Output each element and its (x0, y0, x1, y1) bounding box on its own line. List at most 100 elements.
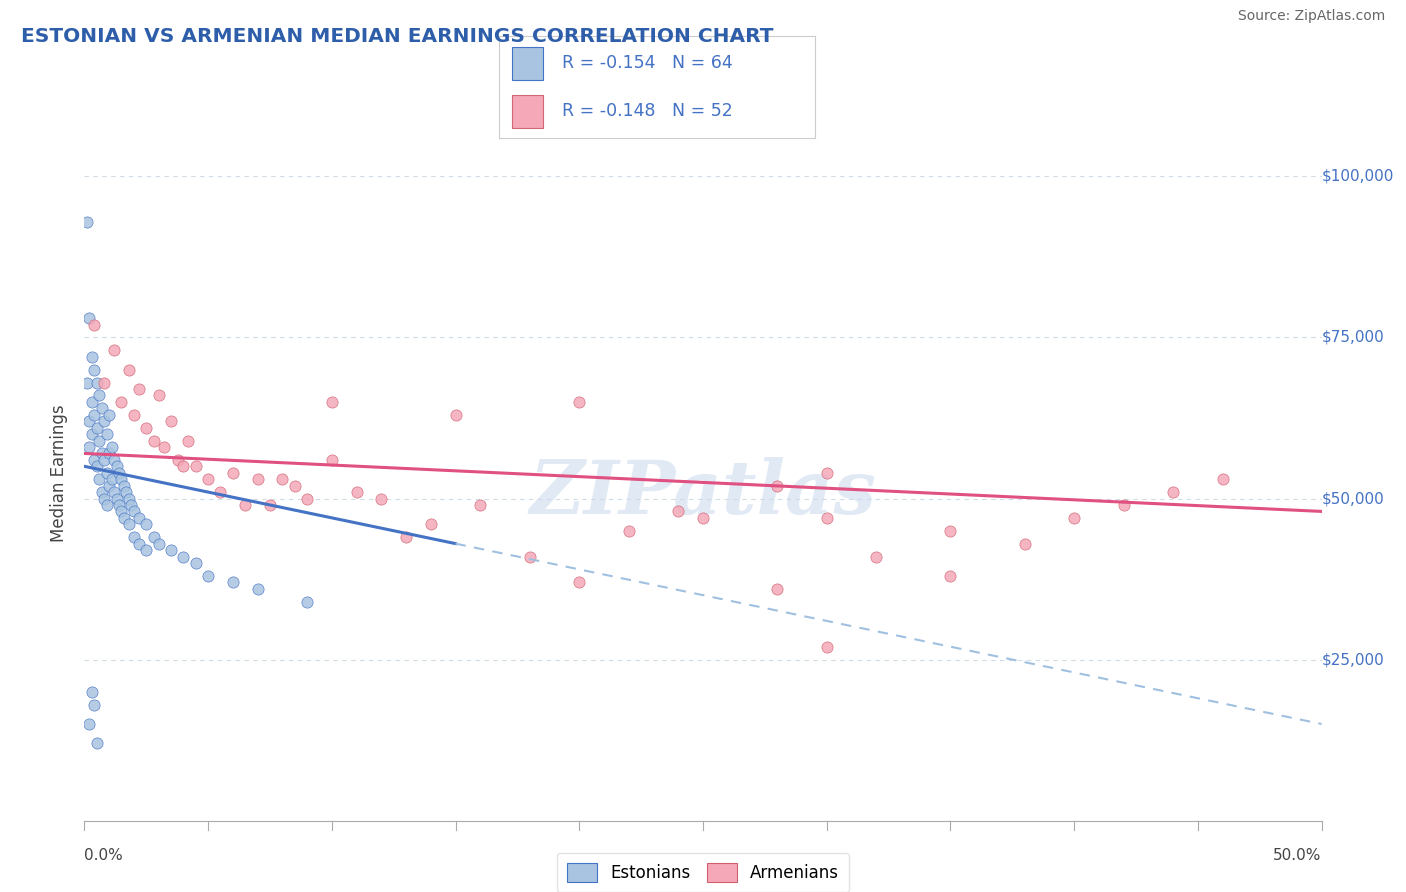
Point (122, 408, 145, 422)
Point (110, 472, 132, 486)
Point (246, 582, 269, 596)
Point (79, 440, 101, 454)
Point (122, 504, 145, 518)
Point (222, 466, 245, 480)
Point (128, 536, 150, 550)
Y-axis label: Median Earnings: Median Earnings (51, 404, 69, 541)
Point (89, 472, 111, 486)
Point (939, 524, 962, 538)
Point (90, 485, 112, 500)
Point (152, 440, 174, 454)
Point (90, 401, 112, 416)
Point (271, 472, 294, 486)
Point (90, 446, 112, 460)
Point (1161, 485, 1184, 500)
Point (76, 214, 98, 228)
Point (177, 434, 200, 448)
Point (284, 478, 307, 492)
Point (86, 459, 108, 474)
Point (167, 453, 190, 467)
Bar (512, 47, 543, 79)
Point (568, 395, 591, 409)
Point (295, 594, 318, 608)
Point (118, 517, 141, 532)
Point (115, 485, 138, 500)
Point (295, 491, 318, 506)
Point (172, 459, 194, 474)
Point (142, 530, 165, 544)
Point (148, 388, 170, 402)
Point (96, 466, 118, 480)
Text: Source: ZipAtlas.com: Source: ZipAtlas.com (1237, 9, 1385, 23)
Point (160, 543, 183, 558)
Point (86, 420, 108, 434)
Point (105, 491, 128, 506)
Point (83, 453, 105, 467)
Point (110, 395, 132, 409)
Point (93, 414, 115, 428)
Point (93, 491, 115, 506)
Point (172, 549, 194, 564)
Text: $50,000: $50,000 (1322, 491, 1385, 506)
Point (766, 478, 789, 492)
Point (766, 582, 789, 596)
Point (86, 376, 108, 390)
Point (519, 549, 541, 564)
Text: R = -0.154   N = 64: R = -0.154 N = 64 (562, 54, 733, 72)
Point (89, 388, 111, 402)
Point (105, 459, 128, 474)
Point (419, 517, 441, 532)
Point (259, 498, 281, 512)
Point (470, 498, 492, 512)
Point (80, 685, 103, 699)
Point (197, 569, 219, 583)
Point (184, 459, 207, 474)
Point (1014, 536, 1036, 550)
Point (103, 453, 125, 467)
Point (80, 395, 103, 409)
Point (80, 350, 103, 364)
Point (86, 736, 108, 750)
Point (370, 491, 392, 506)
Text: ZIPatlas: ZIPatlas (530, 458, 876, 530)
Point (160, 414, 183, 428)
Text: $75,000: $75,000 (1322, 330, 1385, 345)
Point (76, 376, 98, 390)
Point (692, 511, 714, 525)
Point (666, 504, 689, 518)
Point (108, 498, 131, 512)
Point (118, 362, 141, 376)
Point (79, 311, 101, 326)
Point (233, 498, 256, 512)
Point (1212, 472, 1234, 486)
Bar (512, 95, 543, 128)
Point (89, 434, 111, 448)
Point (209, 485, 232, 500)
Point (122, 530, 145, 544)
Point (128, 511, 150, 525)
Text: R = -0.148   N = 52: R = -0.148 N = 52 (562, 102, 733, 120)
Text: $25,000: $25,000 (1322, 652, 1385, 667)
Point (142, 434, 165, 448)
Point (83, 698, 105, 712)
Point (346, 485, 368, 500)
Point (815, 466, 838, 480)
Point (1112, 498, 1135, 512)
Point (184, 556, 207, 570)
Point (79, 717, 101, 731)
Point (83, 362, 105, 376)
Text: ESTONIAN VS ARMENIAN MEDIAN EARNINGS CORRELATION CHART: ESTONIAN VS ARMENIAN MEDIAN EARNINGS COR… (21, 27, 773, 45)
Point (197, 472, 219, 486)
Point (815, 511, 838, 525)
Point (98, 408, 121, 422)
Point (815, 640, 838, 654)
Point (1063, 511, 1085, 525)
Point (93, 453, 115, 467)
Point (222, 575, 245, 590)
Point (865, 549, 887, 564)
Point (100, 440, 122, 454)
Point (118, 491, 141, 506)
Point (83, 318, 105, 332)
Point (321, 395, 343, 409)
Legend: Estonians, Armenians: Estonians, Armenians (557, 853, 849, 892)
